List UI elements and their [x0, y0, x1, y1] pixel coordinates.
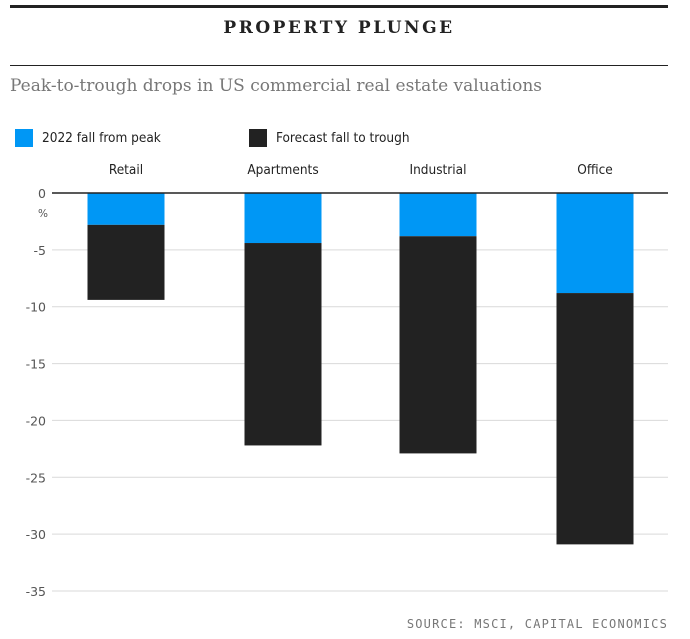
legend-label-forecast-fall: Forecast fall to trough [276, 130, 410, 146]
chart-subtitle: Peak-to-trough drops in US commercial re… [10, 76, 542, 96]
y-tick-label: -20 [26, 413, 46, 428]
bar-apartments-fall-from-peak [244, 193, 322, 244]
y-tick-label: -5 [34, 243, 46, 258]
bar-office-forecast-fall [556, 293, 634, 545]
y-tick-label: -30 [26, 527, 46, 542]
y-tick-label: -25 [26, 470, 46, 485]
category-label-apartments: Apartments [247, 162, 318, 178]
y-tick-label: -10 [26, 300, 46, 315]
category-label-office: Office [577, 162, 612, 178]
category-label-retail: Retail [109, 162, 143, 178]
y-tick-label: -15 [26, 357, 46, 372]
bar-industrial-forecast-fall [399, 236, 477, 454]
legend-label-2022-fall: 2022 fall from peak [42, 130, 161, 146]
legend-item-forecast-fall: Forecast fall to trough [249, 128, 410, 148]
y-unit-label: % [38, 208, 48, 220]
bar-retail-forecast-fall [87, 224, 165, 300]
y-tick-label: -35 [26, 584, 46, 599]
title-divider [10, 65, 668, 66]
legend-swatch-blue [15, 129, 33, 147]
legend-swatch-black [249, 129, 267, 147]
bar-apartments-forecast-fall [244, 243, 322, 446]
source-note: SOURCE: MSCI, CAPITAL ECONOMICS [406, 617, 668, 631]
bar-office-fall-from-peak [556, 193, 634, 294]
y-tick-label: 0 [38, 186, 46, 201]
category-label-industrial: Industrial [410, 162, 467, 178]
top-rule [10, 5, 668, 8]
bar-industrial-fall-from-peak [399, 193, 477, 237]
bar-retail-fall-from-peak [87, 193, 165, 225]
chart-title: PROPERTY PLUNGE [223, 18, 455, 38]
legend-item-2022-fall: 2022 fall from peak [15, 128, 161, 148]
